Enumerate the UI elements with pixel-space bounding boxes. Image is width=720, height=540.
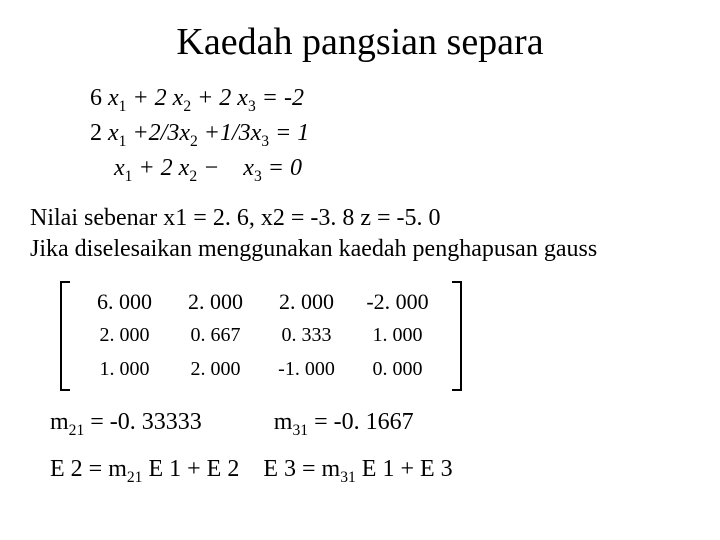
erow-sep bbox=[245, 456, 257, 482]
row-operations: E 2 = m21 E 1 + E 2 E 3 = m31 E 1 + E 3 bbox=[50, 456, 690, 487]
equation-block: 6 x1 + 2 x2 + 2 x3 = -2 2 x1 +2/3x2 +1/3… bbox=[90, 82, 690, 187]
matrix-cell: 2. 000 bbox=[173, 358, 258, 381]
eq2-x2: +2/3x bbox=[126, 120, 190, 146]
matrix-cell: 0. 667 bbox=[173, 324, 258, 347]
matrix-cell: 1. 000 bbox=[355, 324, 440, 347]
eq1-sub3: 3 bbox=[248, 98, 256, 115]
matrix-cell: 2. 000 bbox=[264, 289, 349, 315]
page-title: Kaedah pangsian separa bbox=[30, 20, 690, 64]
matrix-cell: 0. 333 bbox=[264, 324, 349, 347]
eq1-rhs: = -2 bbox=[256, 85, 304, 111]
bracket-left bbox=[60, 281, 74, 391]
e3-sub: 31 bbox=[340, 469, 356, 486]
matrix-cell: -2. 000 bbox=[355, 289, 440, 315]
eq3-x2: + 2 x bbox=[132, 155, 189, 181]
eq1-x1: x bbox=[102, 85, 119, 111]
m31-label: m bbox=[274, 409, 293, 435]
matrix-grid: 6. 000 2. 000 2. 000 -2. 000 2. 000 0. 6… bbox=[74, 281, 448, 391]
eq2-x1: x bbox=[102, 120, 119, 146]
eq3-x3: − x bbox=[197, 155, 254, 181]
e2-lhs: E 2 = m bbox=[50, 456, 127, 482]
matrix-cell: -1. 000 bbox=[264, 358, 349, 381]
eq2-rhs: = 1 bbox=[269, 120, 309, 146]
eq2-coef1: 2 bbox=[90, 120, 102, 146]
eq1-coef1: 6 bbox=[90, 85, 102, 111]
matrix-cell: 2. 000 bbox=[173, 289, 258, 315]
eq2-sub3: 3 bbox=[261, 133, 269, 150]
matrix-cell: 6. 000 bbox=[82, 289, 167, 315]
equation-3: x1 + 2 x2 − x3 = 0 bbox=[90, 152, 690, 187]
m21-value: = -0. 33333 bbox=[84, 409, 202, 435]
equation-2: 2 x1 +2/3x2 +1/3x3 = 1 bbox=[90, 117, 690, 152]
eq3-sub3: 3 bbox=[254, 167, 262, 184]
m31-sub: 31 bbox=[292, 422, 308, 439]
matrix-cell: 0. 000 bbox=[355, 358, 440, 381]
m21-sub: 21 bbox=[69, 422, 85, 439]
eq2-x3: +1/3x bbox=[198, 120, 262, 146]
m21-label: m bbox=[50, 409, 69, 435]
eq1-x3: + 2 x bbox=[191, 85, 248, 111]
eq1-sub2: 2 bbox=[183, 98, 191, 115]
matrix-cell: 1. 000 bbox=[82, 358, 167, 381]
equation-1: 6 x1 + 2 x2 + 2 x3 = -2 bbox=[90, 82, 690, 117]
eq3-x1: x bbox=[90, 155, 125, 181]
eq1-x2: + 2 x bbox=[126, 85, 183, 111]
e3-lhs: E 3 = m bbox=[263, 456, 340, 482]
multiplier-values: m21 = -0. 33333 m31 = -0. 1667 bbox=[50, 409, 690, 440]
eq3-rhs: = 0 bbox=[262, 155, 302, 181]
desc-line-1: Nilai sebenar x1 = 2. 6, x2 = -3. 8 z = … bbox=[30, 203, 690, 234]
description-block: Nilai sebenar x1 = 2. 6, x2 = -3. 8 z = … bbox=[30, 203, 690, 265]
eq2-sub2: 2 bbox=[190, 133, 198, 150]
e3-rhs: E 1 + E 3 bbox=[356, 456, 453, 482]
desc-line-2: Jika diselesaikan menggunakan kaedah pen… bbox=[30, 234, 690, 265]
augmented-matrix: 6. 000 2. 000 2. 000 -2. 000 2. 000 0. 6… bbox=[60, 281, 690, 391]
matrix-cell: 2. 000 bbox=[82, 324, 167, 347]
e2-sub: 21 bbox=[127, 469, 143, 486]
bracket-right bbox=[448, 281, 462, 391]
e2-rhs: E 1 + E 2 bbox=[142, 456, 239, 482]
eq3-sub2: 2 bbox=[189, 167, 197, 184]
m31-value: = -0. 1667 bbox=[308, 409, 414, 435]
